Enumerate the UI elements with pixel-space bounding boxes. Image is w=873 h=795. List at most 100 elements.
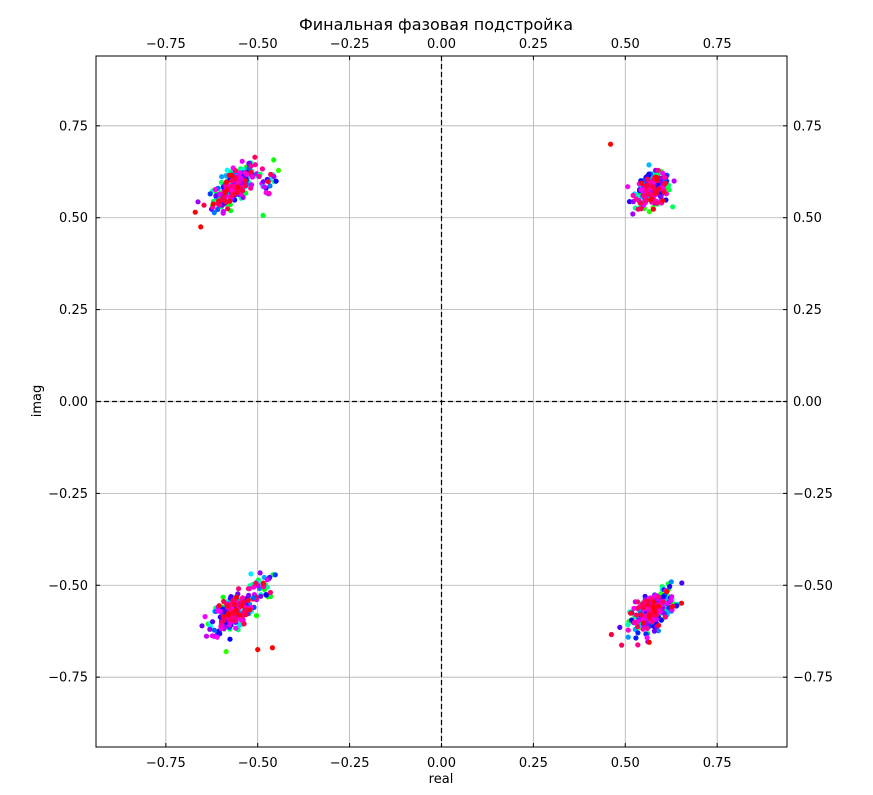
data-point — [220, 594, 226, 600]
data-point — [234, 189, 240, 196]
data-point — [246, 586, 252, 592]
axis-ticks: −0.75 −0.75 −0.50 −0.50 −0.25 −0.25 0.00 0.00 0.… — [48, 37, 833, 771]
data-point — [249, 174, 255, 180]
data-point — [207, 626, 213, 632]
data-point — [231, 617, 237, 623]
data-point — [655, 167, 661, 173]
data-point — [645, 605, 651, 612]
data-point — [258, 593, 264, 599]
data-point — [212, 186, 218, 193]
data-point — [638, 180, 645, 186]
data-point — [650, 206, 657, 212]
y-tick-label-right: 0.75 — [793, 119, 822, 134]
data-point — [252, 162, 258, 168]
data-point — [644, 187, 650, 193]
data-point — [640, 605, 646, 611]
data-point — [651, 628, 658, 634]
data-point — [210, 201, 216, 207]
x-tick-label-top: 0.75 — [703, 37, 732, 52]
data-point — [195, 199, 201, 205]
y-tick-label-left: −0.25 — [48, 487, 88, 502]
data-point — [211, 627, 217, 633]
x-tick-label-top: −0.50 — [238, 37, 278, 52]
y-tick-label-right: 0.50 — [793, 211, 822, 226]
data-point — [221, 598, 227, 605]
data-point — [260, 580, 266, 586]
data-point — [637, 200, 643, 206]
y-tick-label-right: −0.50 — [793, 579, 833, 594]
data-point — [660, 599, 666, 605]
y-tick-label-left: 0.75 — [59, 119, 88, 134]
data-point — [229, 172, 235, 178]
x-tick-label-top: 0.50 — [611, 37, 640, 52]
data-point — [260, 212, 266, 218]
data-point — [654, 200, 660, 206]
data-point — [219, 174, 225, 180]
data-point — [227, 636, 233, 642]
y-tick-label-left: 0.00 — [59, 395, 88, 410]
data-point — [635, 599, 641, 605]
data-point — [231, 602, 237, 608]
data-point — [192, 209, 198, 215]
data-point — [268, 593, 274, 600]
data-point — [237, 170, 243, 176]
data-point — [220, 614, 226, 620]
data-point — [625, 184, 631, 190]
data-point — [269, 645, 276, 651]
data-point — [646, 162, 652, 168]
x-tick-label-bottom: 0.50 — [611, 756, 640, 771]
data-point — [644, 191, 651, 197]
data-point — [619, 642, 625, 648]
data-point — [227, 622, 233, 628]
data-point — [625, 627, 631, 633]
x-tick-label-bottom: 0.00 — [427, 756, 456, 771]
data-point — [198, 224, 204, 230]
data-point — [660, 198, 666, 204]
data-point — [668, 597, 674, 604]
data-point — [259, 166, 265, 172]
x-tick-label-bottom: 0.25 — [519, 756, 548, 771]
data-point — [201, 202, 207, 208]
y-tick-label-left: −0.75 — [48, 671, 88, 686]
data-point — [227, 617, 233, 623]
data-point — [202, 614, 208, 620]
data-point — [635, 630, 641, 636]
data-point — [630, 211, 636, 217]
data-point — [211, 210, 217, 216]
data-point — [236, 586, 242, 592]
data-point — [218, 179, 224, 185]
y-tick-label-left: 0.25 — [59, 303, 88, 318]
data-point — [239, 617, 245, 623]
data-point — [640, 626, 646, 632]
data-point — [271, 157, 277, 163]
data-point — [667, 583, 673, 590]
data-point — [649, 196, 655, 202]
data-point — [248, 185, 254, 191]
data-point — [253, 580, 259, 586]
data-point — [242, 178, 248, 184]
y-tick-label-right: 0.25 — [793, 303, 822, 318]
data-point — [225, 206, 231, 212]
data-point — [633, 612, 640, 618]
data-point — [653, 190, 660, 196]
data-point — [248, 163, 254, 169]
data-point — [199, 623, 205, 629]
data-point — [257, 570, 263, 576]
data-point — [607, 141, 614, 147]
data-point — [662, 180, 669, 186]
data-point — [247, 607, 253, 613]
data-point — [240, 187, 246, 194]
data-point — [662, 174, 668, 181]
data-point — [265, 179, 271, 185]
data-point — [658, 617, 664, 623]
data-point — [669, 604, 675, 610]
data-point — [646, 209, 653, 215]
data-point — [651, 599, 657, 605]
data-point — [643, 183, 649, 189]
data-point — [664, 589, 670, 595]
data-point — [251, 595, 257, 601]
data-point — [228, 594, 234, 600]
data-point — [267, 183, 273, 189]
